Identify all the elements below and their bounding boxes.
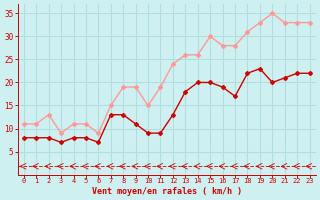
X-axis label: Vent moyen/en rafales ( km/h ): Vent moyen/en rafales ( km/h ) xyxy=(92,187,242,196)
